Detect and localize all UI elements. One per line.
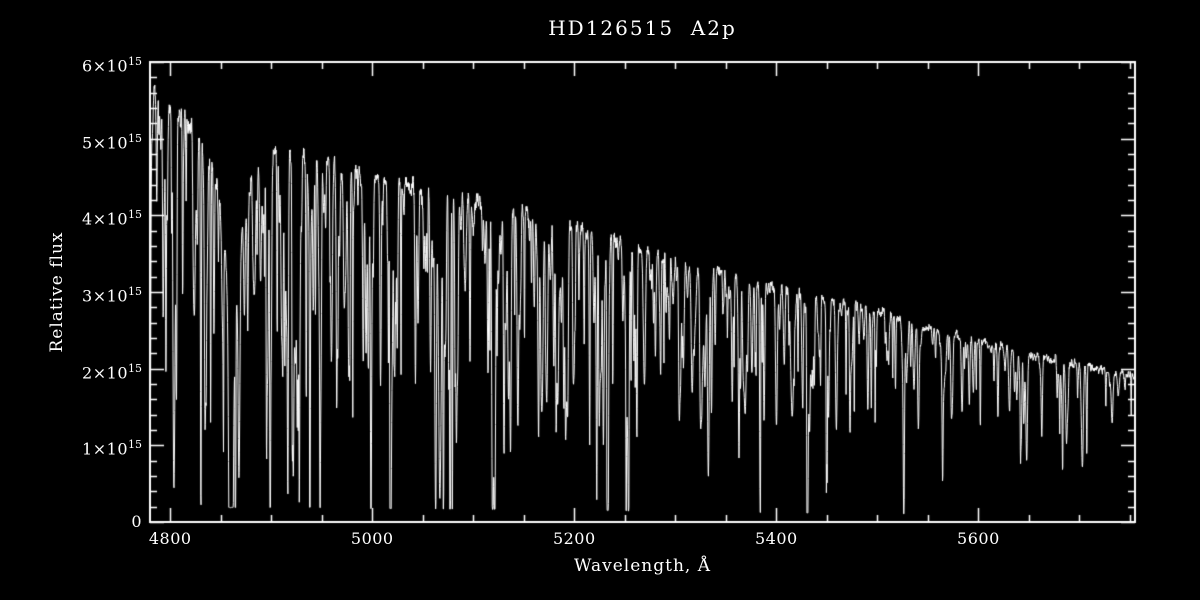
- y-tick-label: 2×1015: [82, 361, 142, 382]
- y-tick-label: 5×1015: [82, 131, 142, 152]
- x-tick-label: 5600: [957, 529, 1000, 548]
- y-tick-label: 4×1015: [82, 208, 142, 229]
- y-tick-label: 6×1015: [82, 55, 142, 76]
- y-tick-label: 3×1015: [82, 285, 142, 306]
- x-tick-label: 5200: [552, 529, 596, 548]
- x-tick-label: 5000: [350, 529, 394, 548]
- x-axis-label: Wavelength, Å: [574, 556, 711, 576]
- y-tick-label: 1×1015: [82, 438, 142, 459]
- x-tick-label: 5400: [754, 529, 798, 548]
- y-tick-label: 0: [131, 512, 142, 531]
- x-tick-label: 4800: [148, 529, 192, 548]
- chart-title: HD126515 A2p: [548, 16, 737, 40]
